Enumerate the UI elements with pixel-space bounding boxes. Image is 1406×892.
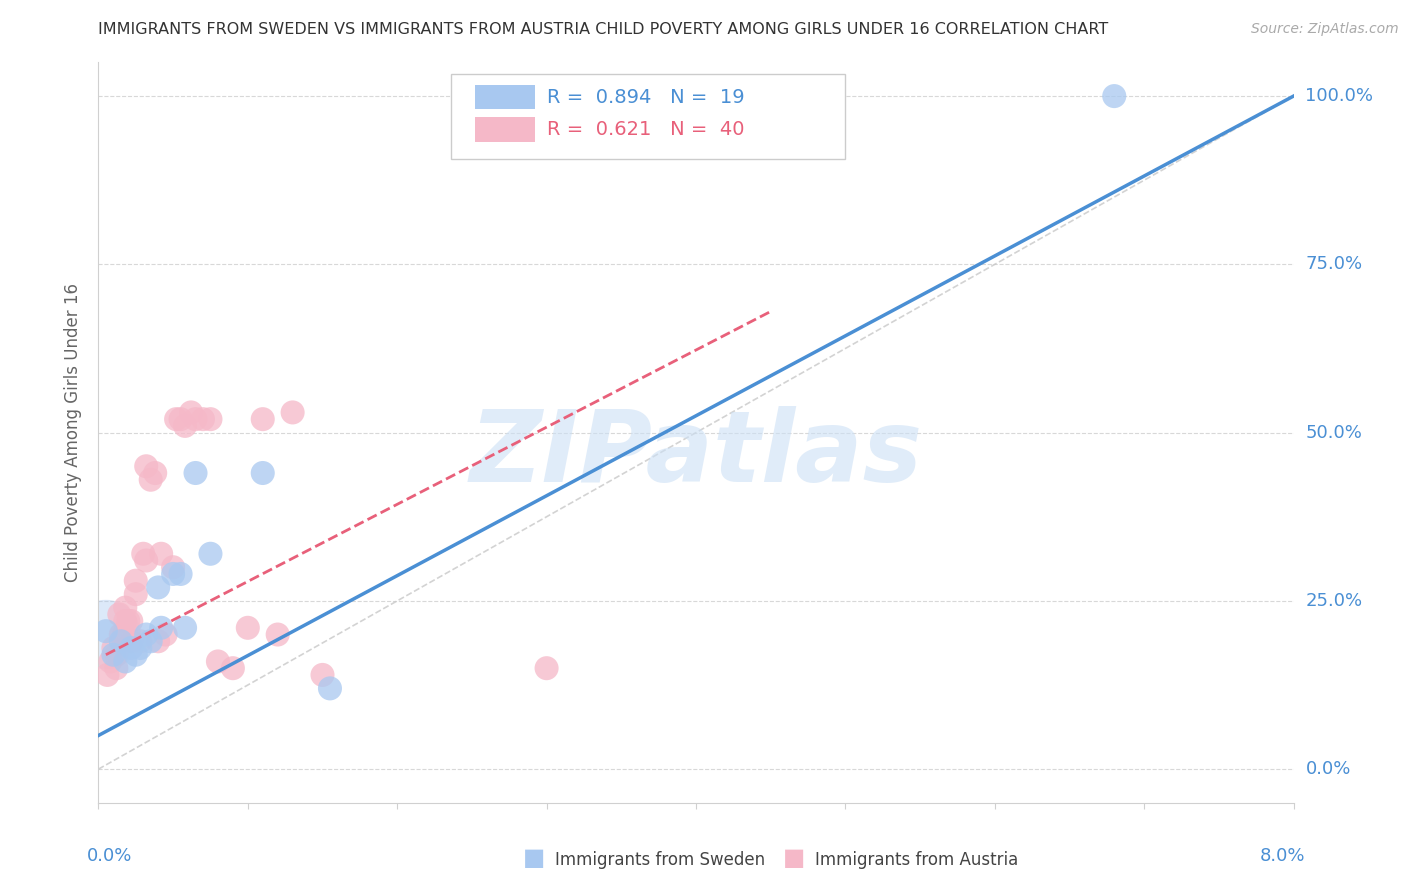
Point — [103, 640, 125, 655]
Point — [536, 661, 558, 675]
Point — [139, 473, 162, 487]
Point — [150, 547, 173, 561]
Text: 50.0%: 50.0% — [1305, 424, 1362, 442]
Text: Immigrants from Austria: Immigrants from Austria — [815, 851, 1019, 869]
Point — [98, 655, 122, 669]
Point — [174, 621, 197, 635]
Point — [114, 655, 136, 669]
Point — [1102, 89, 1125, 103]
Text: R =  0.621   N =  40: R = 0.621 N = 40 — [547, 120, 744, 139]
Point — [174, 418, 197, 433]
Point — [184, 466, 207, 480]
Point — [155, 627, 177, 641]
Bar — [475, 117, 534, 142]
Point — [114, 614, 136, 628]
Point — [110, 634, 132, 648]
Text: ZIPatlas: ZIPatlas — [470, 407, 922, 503]
Text: IMMIGRANTS FROM SWEDEN VS IMMIGRANTS FROM AUSTRIA CHILD POVERTY AMONG GIRLS UNDE: IMMIGRANTS FROM SWEDEN VS IMMIGRANTS FRO… — [98, 22, 1109, 37]
Point — [129, 640, 152, 655]
Point — [162, 566, 184, 581]
Point — [120, 640, 142, 655]
Text: 100.0%: 100.0% — [1305, 87, 1374, 105]
Point — [169, 566, 191, 581]
Point — [94, 624, 117, 639]
Point — [108, 607, 131, 622]
Text: R =  0.894   N =  19: R = 0.894 N = 19 — [547, 87, 744, 107]
Point — [112, 627, 135, 641]
Text: 25.0%: 25.0% — [1305, 592, 1362, 610]
Point — [120, 614, 142, 628]
Point — [150, 621, 173, 635]
Point — [135, 459, 157, 474]
Point — [236, 621, 259, 635]
Text: 0.0%: 0.0% — [1305, 760, 1351, 778]
Point — [114, 600, 136, 615]
Point — [105, 661, 128, 675]
Point — [96, 668, 118, 682]
Text: 8.0%: 8.0% — [1260, 847, 1305, 865]
Point — [125, 587, 148, 601]
Text: 75.0%: 75.0% — [1305, 255, 1362, 273]
Point — [120, 634, 142, 648]
FancyBboxPatch shape — [451, 73, 845, 159]
Point — [267, 627, 290, 641]
Point — [135, 627, 157, 641]
Point — [200, 412, 222, 426]
Text: Immigrants from Sweden: Immigrants from Sweden — [555, 851, 765, 869]
Point — [110, 627, 132, 641]
Text: Source: ZipAtlas.com: Source: ZipAtlas.com — [1251, 22, 1399, 37]
Point — [125, 574, 148, 588]
Point — [125, 648, 148, 662]
Point — [132, 547, 155, 561]
Point — [103, 648, 125, 662]
Point — [117, 614, 139, 628]
Point — [184, 412, 207, 426]
Point — [148, 581, 170, 595]
Point — [139, 634, 162, 648]
Bar — [475, 85, 534, 109]
Point — [94, 627, 117, 641]
Point — [281, 405, 304, 419]
Point — [143, 466, 166, 480]
Point — [180, 405, 202, 419]
Point — [135, 553, 157, 567]
Point — [319, 681, 342, 696]
Point — [222, 661, 245, 675]
Point — [252, 412, 274, 426]
Point — [311, 668, 333, 682]
Point — [148, 634, 170, 648]
Y-axis label: Child Poverty Among Girls Under 16: Child Poverty Among Girls Under 16 — [65, 283, 83, 582]
Point — [129, 634, 152, 648]
Point — [252, 466, 274, 480]
Point — [105, 648, 128, 662]
Point — [207, 655, 229, 669]
Text: ■: ■ — [783, 847, 806, 871]
Point — [165, 412, 187, 426]
Text: ■: ■ — [523, 847, 546, 871]
Point — [191, 412, 214, 426]
Text: 0.0%: 0.0% — [87, 847, 132, 865]
Point — [169, 412, 191, 426]
Point — [162, 560, 184, 574]
Point — [200, 547, 222, 561]
